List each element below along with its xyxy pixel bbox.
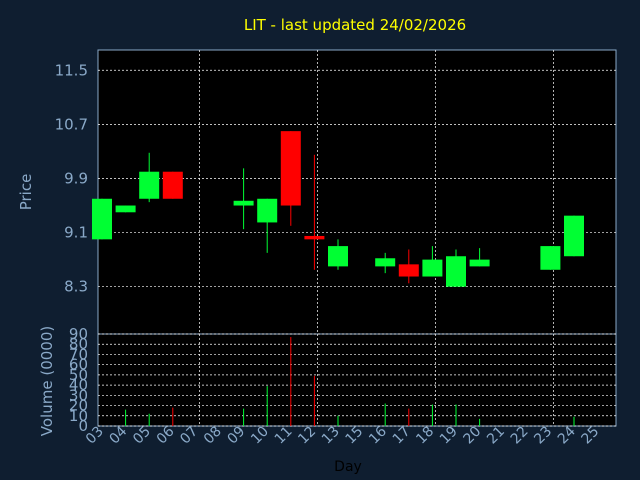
candle-03 [92,198,112,240]
candle-11 [280,131,301,226]
candle-23 [540,246,561,270]
candles [92,131,584,287]
candle-body [446,256,466,287]
price-tick-label: 9.9 [64,169,88,187]
candle-body [540,246,561,270]
price-tick-label: 11.5 [55,61,88,79]
price-tick-labels: 8.3 9.1 9.9 10.7 11.5 [55,61,88,295]
candle-20 [469,248,490,267]
candle-body [422,259,443,277]
volume-tick-label: 0 [78,417,88,435]
volume-tick-label: 70 [69,345,88,363]
x-axis-label: Day [334,459,362,475]
candle-18 [422,246,443,277]
chart-title: LIT - last updated 24/02/2026 [244,16,466,34]
candle-19 [446,249,466,287]
candle-body [139,171,160,199]
candle-24 [564,215,584,257]
candle-body [280,131,301,206]
price-axis-label: Price [17,174,35,211]
price-tick-label: 8.3 [64,278,88,296]
volume-tick-label: 20 [69,397,88,415]
price-grid [98,50,616,334]
volume-bars [125,337,575,426]
candle-body [92,198,112,240]
candle-body [564,215,584,257]
volume-tick-label: 90 [69,325,88,343]
candle-16 [375,252,396,274]
candle-body [304,235,325,240]
candle-04 [115,205,136,213]
candle-12 [304,154,325,270]
candle-body [257,198,278,223]
volume-tick-label: 60 [69,356,88,374]
candle-body [375,258,396,267]
volume-tick-label: 50 [69,366,88,384]
candle-body [233,200,254,206]
price-tick-label: 10.7 [55,115,88,133]
candle-body [328,246,348,267]
candle-09 [233,168,254,230]
candle-body [115,205,136,213]
candle-17 [398,249,419,284]
candle-body [398,264,419,277]
candle-body [162,171,183,199]
volume-tick-label: 30 [69,386,88,404]
volume-tick-label: 40 [69,376,88,394]
volume-tick-label: 10 [69,407,88,425]
candle-10 [257,198,278,253]
volume-panel [97,333,617,427]
volume-axis-label: Volume (0000) [38,326,56,436]
price-tick-label: 9.1 [64,224,88,242]
volume-grid [98,333,616,427]
candle-body [469,259,490,267]
price-panel [97,49,617,335]
candle-06 [162,171,183,199]
volume-tick-label: 80 [69,335,88,353]
candle-13 [328,239,348,270]
candle-05 [139,152,160,203]
